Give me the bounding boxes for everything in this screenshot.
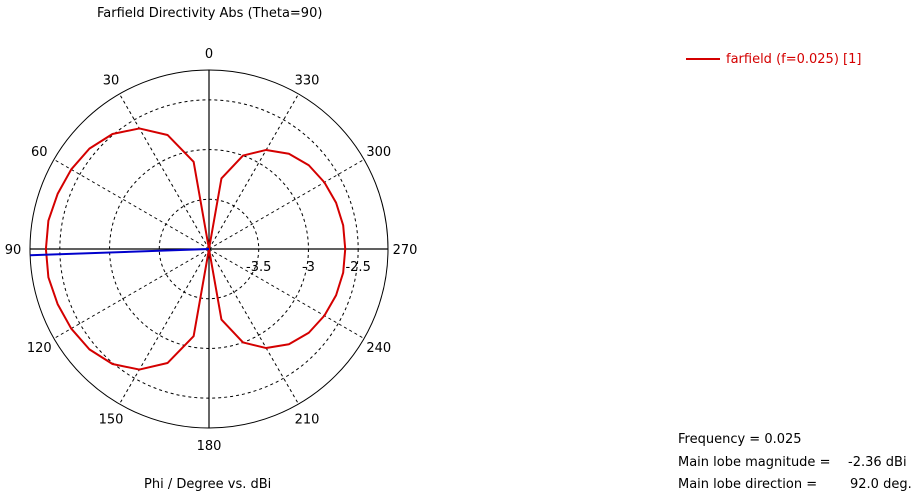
- info-panel: Frequency = 0.025 Main lobe magnitude = -…: [678, 429, 911, 497]
- spoke-300: [208, 159, 365, 250]
- angle-tick-60: 60: [31, 145, 48, 160]
- angle-tick-180: 180: [197, 439, 222, 454]
- radial-tick: -3: [302, 260, 315, 275]
- angle-tick-30: 30: [103, 73, 120, 88]
- frequency-label: Frequency = 0.025: [678, 432, 802, 447]
- legend: farfield (f=0.025) [1]: [686, 52, 861, 67]
- axis-caption: Phi / Degree vs. dBi: [144, 477, 272, 492]
- spoke-330: [208, 93, 299, 250]
- magnitude-value: -2.36 dBi: [848, 454, 907, 470]
- chart-title: Farfield Directivity Abs (Theta=90): [97, 6, 323, 21]
- spoke-60: [53, 159, 210, 250]
- main-lobe-line: [30, 248, 210, 257]
- angle-tick-240: 240: [366, 341, 391, 356]
- direction-label: Main lobe direction =: [678, 477, 818, 492]
- radial-tick: -2.5: [345, 260, 370, 275]
- angle-tick-150: 150: [99, 413, 124, 428]
- angle-tick-270: 270: [393, 243, 418, 258]
- spoke-240: [208, 248, 365, 339]
- angle-tick-210: 210: [295, 413, 320, 428]
- angle-tick-300: 300: [366, 145, 391, 160]
- legend-label: farfield (f=0.025) [1]: [726, 52, 862, 67]
- direction-value: 92.0 deg.: [850, 477, 911, 492]
- radial-tick: -3.5: [246, 260, 271, 275]
- angle-tick-0: 0: [205, 47, 213, 62]
- magnitude-label: Main lobe magnitude =: [678, 454, 831, 470]
- angle-tick-120: 120: [27, 341, 52, 356]
- spoke-120: [53, 248, 210, 339]
- angle-tick-90: 90: [5, 243, 22, 258]
- angle-tick-330: 330: [295, 73, 320, 88]
- legend-swatch: [686, 57, 720, 60]
